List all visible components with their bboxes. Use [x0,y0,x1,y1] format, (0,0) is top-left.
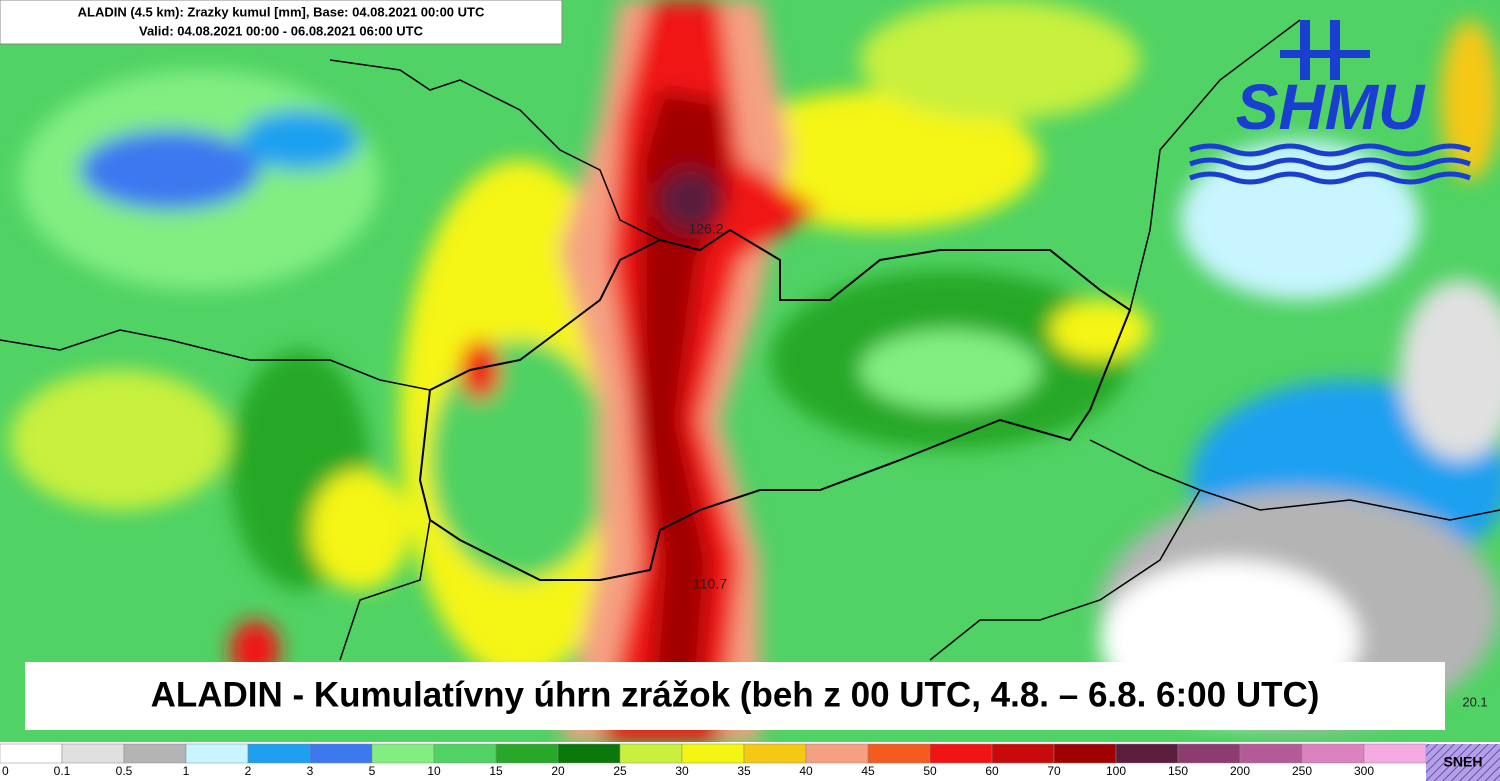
max-label: 110.7 [693,576,727,592]
legend-label: 200 [1230,764,1250,778]
legend-snow-label: SNEH [1444,754,1483,770]
legend-label: 0 [2,764,9,778]
logo: SHMU [1189,20,1471,185]
legend-swatch [557,743,621,764]
legend-swatch [61,743,125,764]
header-box: ALADIN (4.5 km): Zrazky kumul [mm], Base… [0,0,563,45]
legend-swatch [743,743,807,764]
legend-swatch [433,743,497,764]
legend-swatch [619,743,683,764]
max-label: 126.2 [688,221,723,237]
legend-swatch [867,743,931,764]
legend-label: 3 [307,764,314,778]
legend-swatch [805,743,869,764]
caption-box [25,662,1445,730]
legend-label: 30 [675,764,689,778]
legend-label: 15 [489,764,503,778]
legend-swatch [247,743,311,764]
legend-swatch [1115,743,1179,764]
country-borders [0,19,1500,661]
legend-label: 2 [245,764,252,778]
legend-label: 40 [799,764,813,778]
legend-swatch [309,743,373,764]
logo-text: SHMU [1236,71,1426,143]
legend-swatch [929,743,993,764]
legend-snow [1426,744,1500,781]
legend-swatch [0,743,63,764]
legend-swatch [185,743,249,764]
precipitation-field [0,0,1500,742]
header-title: ALADIN (4.5 km): Zrazky kumul [mm], Base… [78,4,485,19]
legend-label: 10 [427,764,441,778]
legend-label: 50 [923,764,937,778]
legend-swatch [681,743,745,764]
legend-label: 100 [1106,764,1126,778]
legend-swatch [123,743,187,764]
legend-swatch [495,743,559,764]
legend-label: 1 [183,764,190,778]
legend-swatch [1177,743,1241,764]
legend-label: 45 [861,764,875,778]
corner-label: 20.1 [1462,694,1487,709]
legend-label: 0.1 [54,764,71,778]
legend-label: 35 [737,764,751,778]
legend-swatch [1053,743,1117,764]
legend-label: 0.5 [116,764,133,778]
legend-label: 60 [985,764,999,778]
legend-label: 300 [1354,764,1374,778]
legend-swatch [371,743,435,764]
header-valid: Valid: 04.08.2021 00:00 - 06.08.2021 06:… [139,23,424,38]
legend: 0 0.1 0.5 1 2 3 5 10 15 20 25 30 35 40 45 50 60 70 100 150 2… [0,742,1500,781]
legend-label: 20 [551,764,565,778]
legend-swatch [991,743,1055,764]
legend-label: 70 [1047,764,1061,778]
legend-label: 150 [1168,764,1188,778]
legend-label: 250 [1292,764,1312,778]
legend-label: 5 [369,764,376,778]
legend-swatch [1301,743,1365,764]
legend-swatch [1363,743,1427,764]
legend-label: 25 [613,764,627,778]
caption: ALADIN - Kumulatívny úhrn zrážok (beh z … [151,675,1320,714]
legend-swatch [1239,743,1303,764]
